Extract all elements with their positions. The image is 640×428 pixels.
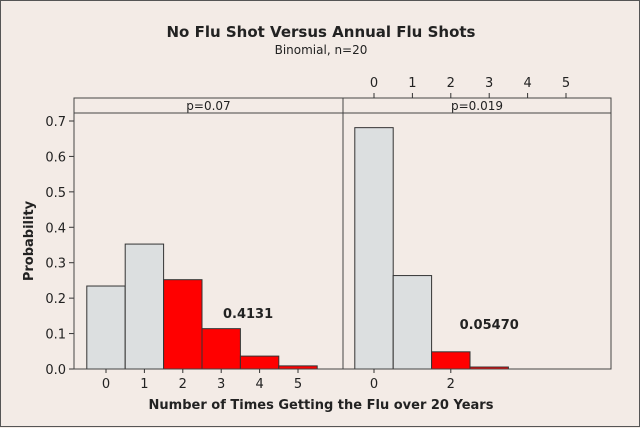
y-tick-label: 0.3 — [45, 257, 66, 272]
bar — [354, 127, 394, 370]
x-tick-label: 0 — [102, 377, 110, 392]
x-top-tick-label: 0 — [370, 76, 378, 91]
x-top-tick-label: 4 — [523, 76, 531, 91]
bar — [163, 279, 203, 370]
y-tick-label: 0.0 — [45, 363, 66, 378]
y-tick-label: 0.1 — [45, 328, 66, 343]
panel-frame — [342, 112, 612, 370]
x-tick-label: 2 — [447, 377, 455, 392]
y-tick-label: 0.2 — [45, 292, 66, 307]
chart-subtitle: Binomial, n=20 — [275, 43, 368, 57]
bar — [86, 285, 126, 370]
x-axis-label: Number of Times Getting the Flu over 20 … — [149, 398, 494, 413]
y-tick-label: 0.4 — [45, 221, 66, 236]
x-tick-label: 2 — [179, 377, 187, 392]
bar — [431, 351, 471, 370]
y-tick-label: 0.7 — [45, 115, 66, 130]
x-top-tick-label: 1 — [408, 76, 416, 91]
x-tick-label: 1 — [140, 377, 148, 392]
panel-label: p=0.07 — [186, 99, 230, 113]
bar — [201, 328, 241, 370]
x-top-tick-label: 3 — [485, 76, 493, 91]
x-tick-label: 5 — [294, 377, 302, 392]
y-axis-label: Probability — [22, 200, 37, 281]
bar — [124, 243, 165, 370]
x-tick-label: 0 — [370, 377, 378, 392]
annotation: 0.4131 — [223, 307, 273, 322]
y-tick-label: 0.5 — [45, 186, 66, 201]
chart-title: No Flu Shot Versus Annual Flu Shots — [167, 23, 476, 41]
panel-label: p=0.019 — [451, 99, 503, 113]
bar — [392, 275, 433, 370]
x-top-tick-label: 5 — [562, 76, 570, 91]
x-top-tick-label: 2 — [447, 76, 455, 91]
y-tick-label: 0.6 — [45, 150, 66, 165]
bar — [239, 355, 280, 370]
x-tick-label: 4 — [255, 377, 263, 392]
x-tick-label: 3 — [217, 377, 225, 392]
annotation: 0.05470 — [460, 318, 519, 333]
